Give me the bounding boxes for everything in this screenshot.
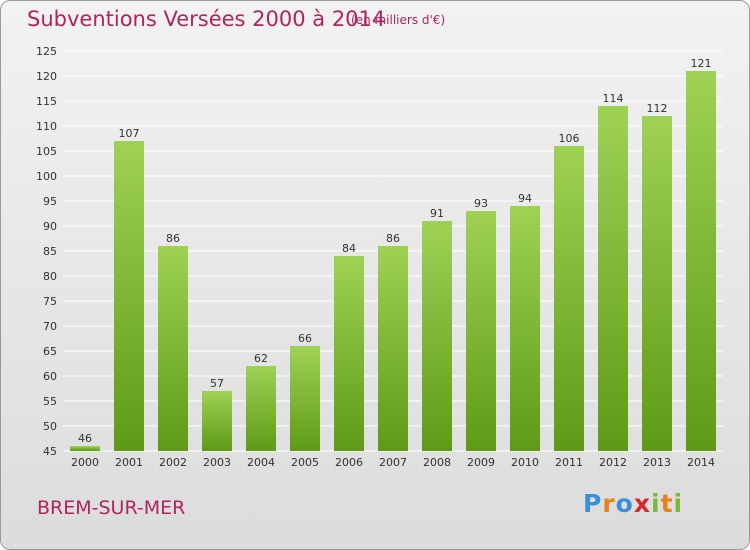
value-label-2001: 107: [119, 127, 140, 140]
x-tick-label: 2006: [335, 456, 363, 469]
value-label-2013: 112: [647, 102, 668, 115]
x-tick-label: 2001: [115, 456, 143, 469]
bar-2006: [334, 256, 364, 451]
logo-letter: r: [602, 489, 616, 518]
logo-letter: i: [651, 489, 661, 518]
y-tick-label: 125: [36, 45, 57, 58]
bar-2011: [554, 146, 584, 451]
location-name: BREM-SUR-MER: [37, 497, 186, 519]
value-label-2007: 86: [386, 232, 400, 245]
x-tick-label: 2009: [467, 456, 495, 469]
value-labels: 46 107 86 57 62 66 84 86 91 93 94 106 114 112 121: [78, 57, 712, 445]
logo-letter: x: [633, 489, 651, 518]
y-tick-label: 65: [43, 345, 57, 358]
x-tick-label: 2011: [555, 456, 583, 469]
x-tick-label: 2002: [159, 456, 187, 469]
bars: [70, 71, 716, 451]
logo-letter: P: [583, 489, 603, 518]
y-tick-label: 100: [36, 170, 57, 183]
bar-2003: [202, 391, 232, 451]
y-tick-label: 50: [43, 420, 57, 433]
y-tick-label: 90: [43, 220, 57, 233]
chart-title: Subventions Versées 2000 à 2014: [27, 7, 386, 31]
x-axis-ticks: 2000 2001 2002 2003 2004 2005 2006 2007 2008 2009…: [71, 456, 715, 469]
logo-letter: i: [673, 489, 684, 518]
x-tick-label: 2007: [379, 456, 407, 469]
bar-2004: [246, 366, 276, 451]
x-tick-label: 2003: [203, 456, 231, 469]
y-axis-ticks: 45 50 55 60 65 70 75 80 85 90 95 100 105 110 115 120 125: [36, 45, 57, 458]
x-tick-label: 2010: [511, 456, 539, 469]
x-tick-label: 2012: [599, 456, 627, 469]
bar-2008: [422, 221, 452, 451]
y-tick-label: 110: [36, 120, 57, 133]
x-tick-label: 2005: [291, 456, 319, 469]
bar-2000: [70, 446, 100, 451]
y-tick-label: 120: [36, 70, 57, 83]
value-label-2008: 91: [430, 207, 444, 220]
y-tick-label: 105: [36, 145, 57, 158]
value-label-2002: 86: [166, 232, 180, 245]
y-tick-label: 85: [43, 245, 57, 258]
x-tick-label: 2014: [687, 456, 715, 469]
bar-2013: [642, 116, 672, 451]
chart-subtitle: (en milliers d'€): [351, 13, 446, 27]
y-tick-label: 45: [43, 445, 57, 458]
y-tick-label: 60: [43, 370, 57, 383]
bar-2007: [378, 246, 408, 451]
y-tick-label: 95: [43, 195, 57, 208]
bar-2005: [290, 346, 320, 451]
value-label-2000: 46: [78, 432, 92, 445]
value-label-2014: 121: [691, 57, 712, 70]
y-tick-label: 115: [36, 95, 57, 108]
y-tick-label: 55: [43, 395, 57, 408]
value-label-2004: 62: [254, 352, 268, 365]
proxiti-logo: Proxiti: [583, 489, 683, 518]
y-tick-label: 75: [43, 295, 57, 308]
bar-2001: [114, 141, 144, 451]
value-label-2009: 93: [474, 197, 488, 210]
value-label-2003: 57: [210, 377, 224, 390]
bar-2010: [510, 206, 540, 451]
logo-letter: o: [615, 489, 634, 518]
logo-letter: t: [660, 489, 674, 518]
y-tick-label: 80: [43, 270, 57, 283]
bar-2014: [686, 71, 716, 451]
x-tick-label: 2004: [247, 456, 275, 469]
y-tick-label: 70: [43, 320, 57, 333]
x-tick-label: 2008: [423, 456, 451, 469]
bar-2009: [466, 211, 496, 451]
bar-2002: [158, 246, 188, 451]
value-label-2010: 94: [518, 192, 532, 205]
value-label-2006: 84: [342, 242, 356, 255]
value-label-2005: 66: [298, 332, 312, 345]
bar-2012: [598, 106, 628, 451]
value-label-2011: 106: [559, 132, 580, 145]
x-tick-label: 2000: [71, 456, 99, 469]
x-tick-label: 2013: [643, 456, 671, 469]
value-label-2012: 114: [603, 92, 624, 105]
